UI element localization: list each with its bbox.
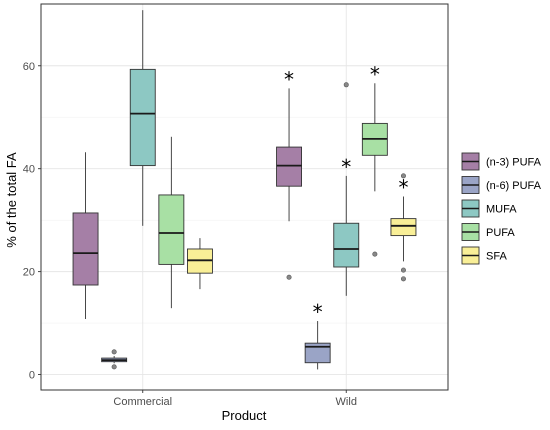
outlier-point [111, 349, 117, 355]
legend: (n-3) PUFA (n-6) PUFA MUFA PUFA SFA [461, 152, 542, 265]
significance-star: * [341, 155, 351, 179]
x-tick-label: Commercial [113, 396, 172, 408]
outlier-point [372, 251, 378, 257]
legend-label: SFA [486, 251, 507, 263]
box-iqr [333, 222, 360, 268]
y-axis-title: % of the total FA [4, 152, 19, 248]
significance-star: * [284, 67, 294, 91]
y-tick-label: 20 [23, 267, 35, 279]
significance-star: * [370, 62, 380, 86]
box-iqr [304, 342, 331, 364]
legend-item: (n-6) PUFA [461, 176, 542, 194]
significance-star: * [398, 175, 408, 199]
outlier-point [400, 276, 406, 282]
box--n-3-pufa-commercial [72, 152, 99, 319]
box-iqr [276, 146, 302, 187]
legend-label: MUFA [486, 204, 517, 216]
box-pufa-wild: * [361, 62, 388, 257]
y-tick-label: 0 [29, 370, 35, 382]
x-tick-label: Wild [336, 396, 357, 408]
box-mufa-wild: * [333, 82, 360, 296]
outlier-point [400, 173, 406, 179]
x-axis-title: Product [222, 408, 267, 423]
box-sfa-commercial [186, 238, 213, 290]
box-iqr [390, 218, 417, 237]
box-iqr [129, 68, 156, 167]
legend-label: (n-6) PUFA [486, 180, 542, 192]
box-pufa-commercial [158, 136, 185, 309]
legend-item: (n-3) PUFA [461, 152, 542, 171]
panel-border [40, 3, 449, 391]
outlier-point [400, 267, 406, 273]
y-tick-label: 60 [23, 61, 35, 73]
legend-item: PUFA [461, 223, 515, 241]
axes: 0 20 40 60 Commercial Wild [23, 3, 449, 408]
box-iqr [72, 212, 99, 286]
legend-label: PUFA [486, 227, 515, 239]
box-iqr [158, 194, 185, 265]
box--n-6-pufa-wild: * [304, 300, 331, 370]
y-tick-label: 40 [23, 164, 35, 176]
plot-panel [41, 4, 448, 390]
legend-label: (n-3) PUFA [486, 157, 542, 169]
legend-item: SFA [461, 246, 507, 265]
outlier-point [111, 364, 117, 370]
outlier-point [286, 274, 292, 280]
significance-star: * [313, 300, 323, 324]
box-sfa-wild: * [390, 173, 417, 282]
box--n-6-pufa-commercial [101, 349, 128, 370]
outlier-point [343, 82, 349, 88]
box--n-3-pufa-wild: * [276, 67, 302, 280]
box-mufa-commercial [129, 10, 156, 226]
legend-item: MUFA [461, 199, 517, 218]
panel-background [41, 4, 448, 390]
box-marks: * * * * * [72, 10, 417, 370]
